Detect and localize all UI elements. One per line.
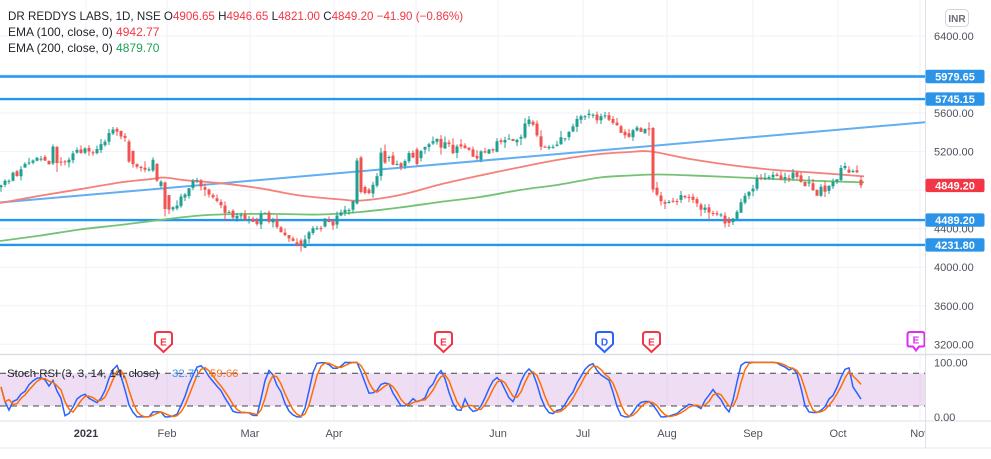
svg-text:100.00: 100.00: [934, 357, 968, 369]
svg-text:Jul: Jul: [576, 428, 590, 440]
svg-text:3600.00: 3600.00: [934, 301, 974, 313]
svg-text:0.00: 0.00: [934, 412, 955, 424]
svg-text:4231.80: 4231.80: [935, 240, 975, 252]
svg-text:5745.15: 5745.15: [935, 94, 975, 106]
svg-text:INR: INR: [948, 14, 966, 25]
svg-text:DR REDDYS LABS, 1D, NSE O4906: DR REDDYS LABS, 1D, NSE O4906.65 H4946.6…: [8, 10, 463, 23]
svg-text:Apr: Apr: [325, 428, 342, 440]
svg-text:E: E: [648, 338, 655, 349]
svg-text:3200.00: 3200.00: [934, 339, 974, 351]
svg-text:Aug: Aug: [657, 428, 677, 440]
svg-text:E: E: [913, 336, 920, 347]
svg-text:EMA (100, close, 0) 4942.77: EMA (100, close, 0) 4942.77: [8, 25, 160, 39]
svg-text:EMA (200, close, 0) 4879.70: EMA (200, close, 0) 4879.70: [8, 41, 160, 55]
svg-text:Stoch RSI (3, 3, 14, 14, close: Stoch RSI (3, 3, 14, 14, close): [7, 368, 159, 380]
svg-text:6400.00: 6400.00: [934, 31, 974, 43]
svg-text:59.66: 59.66: [210, 368, 239, 380]
svg-text:5979.65: 5979.65: [935, 72, 975, 84]
svg-text:32.71: 32.71: [172, 368, 201, 380]
svg-text:Feb: Feb: [158, 428, 177, 440]
svg-text:D: D: [601, 338, 608, 349]
svg-text:E: E: [440, 338, 447, 349]
svg-text:Jun: Jun: [489, 428, 507, 440]
svg-text:4000.00: 4000.00: [934, 262, 974, 274]
svg-text:Mar: Mar: [241, 428, 260, 440]
svg-text:4489.20: 4489.20: [935, 215, 975, 227]
svg-text:Oct: Oct: [829, 428, 846, 440]
svg-text:5600.00: 5600.00: [934, 108, 974, 120]
svg-text:5200.00: 5200.00: [934, 147, 974, 159]
svg-text:E: E: [160, 338, 167, 349]
svg-text:Sep: Sep: [743, 428, 763, 440]
svg-text:2021: 2021: [74, 428, 98, 440]
svg-text:4849.20: 4849.20: [935, 180, 975, 192]
